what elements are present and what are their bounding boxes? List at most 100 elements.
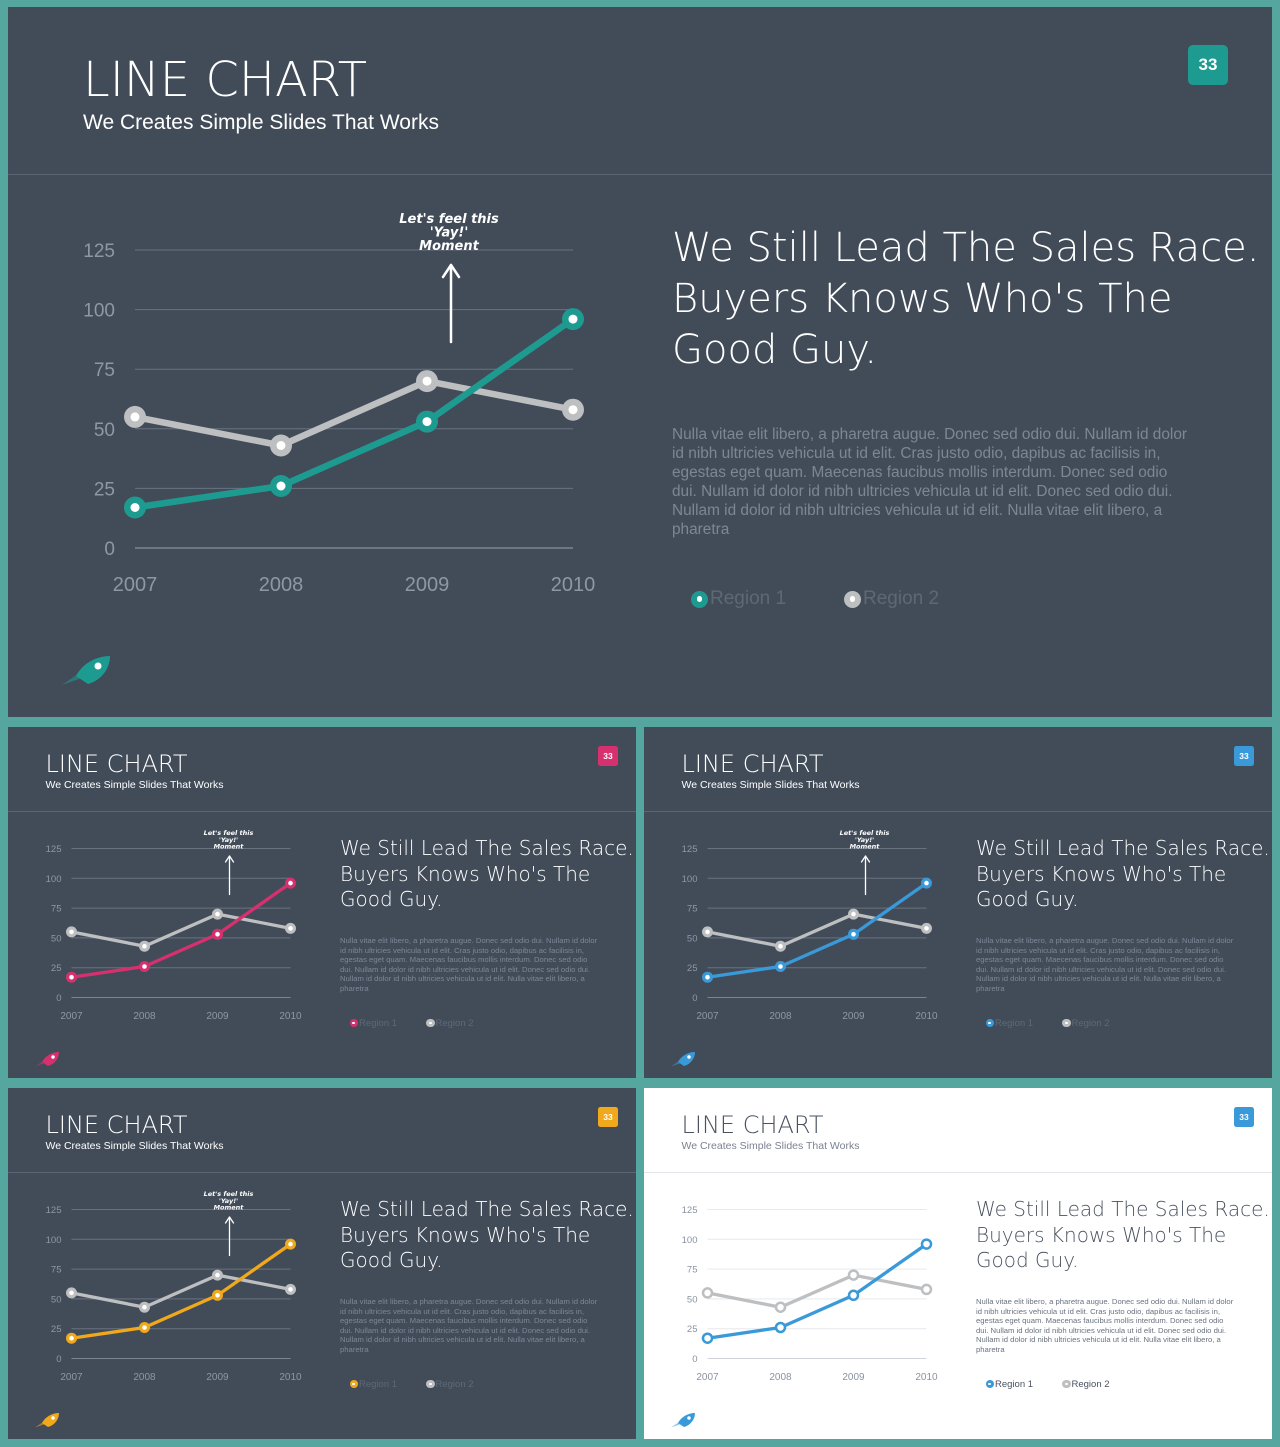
data-point-center: [215, 1293, 220, 1298]
x-tick-label: 2010: [915, 1372, 938, 1383]
rocket-window: [687, 1054, 691, 1059]
annotation-arrow-head: [860, 855, 871, 863]
rocket-body: [42, 1051, 59, 1066]
data-point: [701, 1332, 714, 1344]
line-chart: 0 25 50 75 100 125 2007 2008 2009 2010: [682, 1205, 938, 1383]
slide: LINE CHART We Creates Simple Slides That …: [644, 1088, 1272, 1439]
data-point: [847, 1289, 860, 1302]
x-tick-label: 2008: [133, 1011, 156, 1022]
rocket-body: [42, 1412, 59, 1427]
data-point-center: [288, 1287, 293, 1292]
line-chart: 0 25 50 75 100 125 2007 2008 2009 2010 Let's feel …: [46, 829, 302, 1022]
annotation-text: 'Yay!': [430, 226, 469, 241]
data-point-center: [288, 880, 293, 886]
legend-label: Region 1: [995, 1378, 1034, 1390]
x-tick-label: 2008: [259, 574, 304, 596]
legend-item-region-1: Region 1: [349, 1017, 398, 1029]
series-line-region-1: [705, 1242, 929, 1340]
y-tick-label: 125: [83, 241, 115, 262]
line-chart: 0 25 50 75 100 125 2007 2008 2009 2010 Let's feel …: [83, 212, 595, 596]
legend-dot: [426, 1379, 435, 1389]
slide: LINE CHART We Creates Simple Slides That …: [8, 7, 1272, 717]
y-tick-label: 100: [682, 1235, 698, 1246]
y-tick-label: 0: [56, 1354, 61, 1365]
headline-line: Buyers Knows Who's The: [340, 861, 591, 886]
x-tick-label: 2008: [769, 1011, 792, 1022]
legend-item-region-2: Region 2: [1062, 1017, 1110, 1029]
rocket-window: [94, 662, 102, 670]
y-tick-label: 100: [682, 874, 698, 885]
series-line-region-1: [131, 315, 577, 511]
slide-title: LINE CHART: [681, 749, 824, 778]
data-point: [920, 1283, 933, 1296]
y-tick-label: 75: [51, 1265, 62, 1276]
data-point-center: [276, 441, 286, 450]
legend-dot: [985, 1018, 994, 1028]
rocket-window: [51, 1054, 55, 1059]
annotation-text: Moment: [214, 1204, 245, 1212]
data-point-center: [924, 880, 929, 886]
body-text: Nulla vitae elit libero, a pharetra augu…: [340, 936, 598, 993]
x-tick-label: 2008: [133, 1372, 156, 1383]
x-tick-label: 2010: [279, 1372, 302, 1383]
y-tick-label: 25: [51, 1324, 62, 1335]
y-tick-label: 100: [83, 301, 115, 322]
legend-dot: [1062, 1379, 1071, 1389]
page-number-badge: 33: [1234, 746, 1254, 766]
data-point-center: [142, 1304, 147, 1310]
data-point-center: [130, 412, 140, 422]
x-tick-label: 2009: [206, 1011, 229, 1022]
annotation-text: Let's feel this: [204, 1190, 254, 1198]
y-tick-label: 125: [682, 844, 698, 855]
data-point-center: [215, 911, 220, 917]
annotation-text: 'Yay!': [219, 836, 238, 844]
data-point-center: [422, 417, 432, 427]
legend-dot: [349, 1018, 358, 1028]
data-point-center: [69, 1335, 74, 1341]
headline-line: We Still Lead The Sales Race.: [976, 1197, 1270, 1221]
data-point: [774, 1321, 787, 1334]
header-divider: [644, 810, 1272, 812]
page-number-badge: 33: [598, 1107, 618, 1127]
line-chart: 0 25 50 75 100 125 2007 2008 2009 2010 Let's feel …: [682, 829, 938, 1022]
rocket-icon: [671, 1051, 695, 1066]
headline-line: Buyers Knows Who's The: [672, 276, 1173, 322]
header-divider: [644, 1171, 1272, 1173]
legend-label: Region 1: [359, 1017, 398, 1029]
legend-item-region-1: Region 1: [349, 1378, 397, 1390]
legend-label: Region 2: [863, 588, 940, 609]
header-divider: [8, 810, 636, 812]
slide-subtitle: We Creates Simple Slides That Works: [681, 779, 860, 791]
rocket-trail: [35, 1060, 45, 1066]
legend-label: Region 2: [1071, 1017, 1110, 1029]
y-tick-label: 50: [687, 1294, 698, 1305]
headline-line: Good Guy.: [340, 1248, 443, 1272]
data-point-center: [69, 974, 74, 980]
headline-line: Good Guy.: [340, 887, 443, 911]
data-point-center: [924, 926, 929, 931]
series-line-region-2: [69, 1273, 293, 1309]
legend-item-region-2: Region 2: [844, 587, 939, 611]
x-tick-label: 2009: [842, 1372, 865, 1383]
legend-item-region-2: Region 2: [426, 1378, 474, 1390]
y-tick-label: 25: [687, 963, 698, 974]
data-point: [920, 1238, 933, 1250]
data-point: [701, 1287, 714, 1299]
legend-dot: [426, 1018, 435, 1028]
y-tick-label: 50: [51, 1294, 62, 1305]
data-point-center: [288, 1241, 293, 1247]
x-tick-label: 2007: [696, 1011, 719, 1022]
y-tick-label: 25: [51, 963, 62, 974]
headline-line: Good Guy.: [976, 887, 1079, 911]
headline-line: Good Guy.: [976, 1248, 1079, 1272]
y-tick-label: 50: [94, 420, 115, 441]
y-tick-label: 25: [687, 1324, 698, 1335]
legend-item-region-2: Region 2: [426, 1017, 474, 1029]
series-line-region-2: [131, 377, 577, 449]
slide-title: LINE CHART: [681, 1110, 824, 1139]
annotation-text: 'Yay!': [219, 1197, 238, 1205]
data-point: [847, 1269, 860, 1281]
legend-label: Region 2: [1071, 1378, 1110, 1390]
y-tick-label: 0: [104, 539, 115, 560]
rocket-trail: [671, 1421, 681, 1427]
